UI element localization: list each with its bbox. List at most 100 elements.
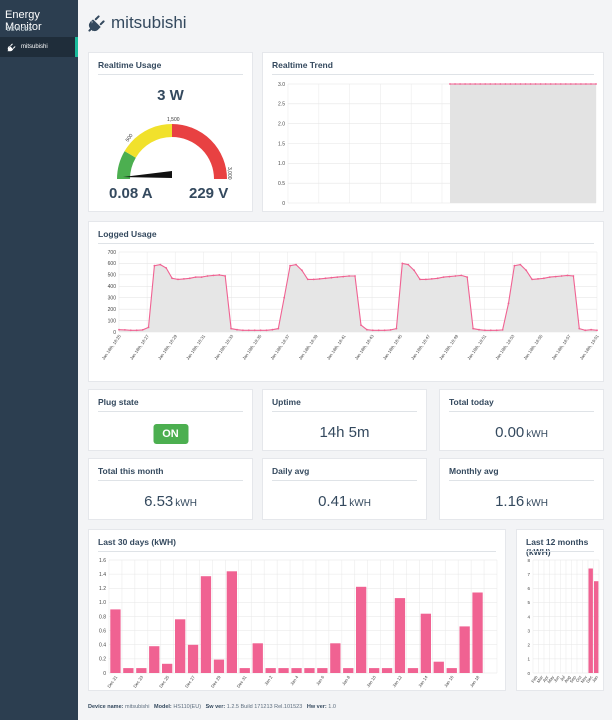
card-title: Daily avg (272, 466, 310, 476)
trend-point (499, 83, 502, 85)
usage-point (147, 326, 150, 329)
usage-point (265, 329, 268, 332)
x-tick-label: Jan 18th, 18:55 (522, 333, 543, 361)
y-tick-label: 0 (113, 330, 116, 336)
bar (110, 609, 121, 673)
bar (265, 668, 276, 673)
y-tick-label: 3.0 (278, 82, 285, 88)
usage-area (119, 263, 597, 332)
usage-point (460, 274, 463, 277)
usage-point (218, 274, 221, 276)
usage-point (271, 328, 274, 331)
usage-point (489, 329, 492, 332)
x-tick-label: Jan 18th, 18:39 (298, 333, 319, 361)
y-tick-label: 7 (527, 572, 530, 577)
software-version: 1.2.5 Build 171213 Rel.101523 (226, 704, 303, 710)
x-tick-label: Sep (569, 674, 578, 684)
y-tick-label: 6 (527, 586, 530, 591)
x-tick-label: Jan 10 (365, 674, 377, 688)
usage-point (507, 302, 510, 305)
x-tick-label: Jan 8 (341, 674, 351, 686)
gauge-segment-green (117, 151, 136, 180)
usage-point (425, 278, 427, 281)
y-tick-label: 200 (108, 307, 117, 313)
trend-point (519, 83, 522, 85)
usage-line (118, 262, 598, 331)
x-tick-label: Jan 18th, 18:49 (438, 333, 459, 361)
bar (239, 668, 250, 673)
logged-usage-card: Logged Usage 0 100 200 300 400 500 600 700 Jan 1… (88, 221, 604, 382)
usage-point (200, 276, 203, 278)
usage-point (194, 276, 197, 278)
x-tick-label: Mar (536, 674, 545, 683)
sidebar-item-mitsubishi[interactable]: mitsubishi (0, 37, 78, 57)
usage-point (383, 329, 386, 332)
x-tick-label: Feb (530, 674, 539, 683)
plug-icon (7, 43, 16, 51)
device-info-footer: Device name: mitsubishi Model: HS110(EU)… (88, 704, 336, 710)
usage-point (224, 275, 227, 277)
y-tick-label: 1.6 (99, 558, 106, 564)
bar (588, 568, 593, 673)
usage-point (277, 327, 280, 330)
usage-point (554, 275, 557, 278)
gauge-tick-1500: 1,500 (167, 117, 180, 123)
usage-point (118, 328, 120, 331)
bar (381, 668, 393, 673)
x-tick-label: Jan 18th, 18:37 (269, 333, 290, 361)
bar (200, 576, 212, 673)
usage-point (306, 278, 309, 281)
x-tick-label: Dec 21 (106, 674, 118, 689)
trend-point (514, 83, 517, 85)
y-tick-label: 0.6 (99, 628, 106, 634)
bar (446, 668, 457, 673)
x-tick-label: Jan 18th, 18:27 (129, 333, 150, 361)
x-tick-label: Apr (542, 674, 550, 683)
unit-label: kWH (526, 429, 548, 440)
x-tick-label: Jan 12 (391, 674, 403, 688)
y-tick-label: 600 (108, 261, 117, 267)
y-tick-label: 4 (527, 614, 530, 619)
daily-avg-value: 0.41 (318, 493, 348, 510)
unit-label: kWH (175, 498, 197, 509)
usage-point (183, 278, 185, 280)
devices-section-heading: DEVICES (7, 27, 33, 33)
y-tick-label: 0 (103, 671, 106, 677)
x-tick-label: Jan (591, 674, 599, 683)
plug-state-badge[interactable]: ON (153, 424, 188, 444)
bar (304, 668, 315, 673)
trend-point (459, 83, 461, 85)
bar (226, 571, 237, 673)
usage-point (342, 275, 345, 278)
realtime-trend-card: Realtime Trend 0 0.5 1.0 1.5 2.0 2.5 3.0 (262, 52, 604, 212)
trend-point (569, 83, 572, 85)
bar (187, 644, 199, 674)
x-tick-label: Jan 6 (315, 674, 325, 686)
x-tick-label: Oct (575, 674, 583, 683)
total-month-card: Total this month 6.53 kWH (88, 458, 253, 520)
usage-point (253, 329, 256, 332)
x-tick-label: Jan 4 (289, 674, 299, 686)
x-tick-label: Jan 18th, 18:31 (185, 333, 206, 361)
y-tick-label: 1.0 (99, 600, 106, 606)
usage-point (590, 328, 592, 331)
usage-point (466, 276, 469, 278)
x-tick-label: Jan 18th, 18:25 (101, 333, 122, 361)
x-tick-label: Jan 18th, 18:53 (494, 333, 515, 361)
bar (407, 668, 419, 673)
card-title: Monthly avg (449, 466, 499, 476)
usage-point (360, 324, 362, 326)
x-tick-label: Jan 18th, 18:47 (410, 333, 431, 361)
monthly-avg-card: Monthly avg 1.16 kWH (439, 458, 604, 520)
usage-point (324, 277, 327, 280)
bar (213, 659, 225, 673)
x-tick-label: Jan 16 (443, 674, 455, 688)
page-title: mitsubishi (88, 12, 187, 34)
usage-point (389, 329, 392, 331)
uptime-value: 14h 5m (319, 424, 370, 441)
unit-label: kWH (526, 498, 548, 509)
usage-point (206, 275, 209, 277)
last-30-days-chart: 0 0.2 0.4 0.6 0.8 1.0 1.2 1.4 1.6 Dec 21 Dec 23 Dec… (99, 558, 498, 689)
usage-point (525, 269, 528, 272)
trend-point (544, 83, 547, 85)
